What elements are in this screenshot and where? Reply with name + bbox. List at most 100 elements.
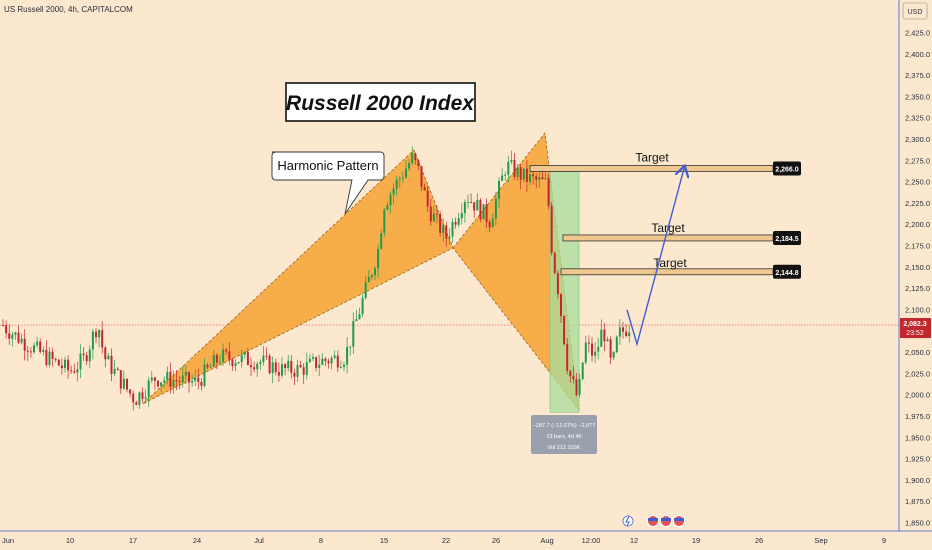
- candle-body: [308, 358, 311, 363]
- target-bar[interactable]: [562, 234, 774, 242]
- candle-body: [467, 201, 469, 203]
- candle-body: [501, 175, 504, 181]
- candle-body: [240, 354, 243, 363]
- candle-body: [485, 204, 488, 222]
- candle-body: [113, 368, 116, 374]
- candle-body: [169, 371, 172, 387]
- candle-body: [287, 360, 290, 369]
- candle-body: [181, 375, 184, 383]
- candle-body: [383, 209, 386, 234]
- candle-body: [29, 351, 32, 353]
- candle-body: [615, 336, 618, 353]
- candle-body: [426, 190, 429, 207]
- candle-body: [343, 364, 345, 367]
- candle-body: [572, 376, 575, 380]
- candle-body: [516, 167, 519, 177]
- candle-body: [60, 365, 63, 369]
- event-icons[interactable]: [622, 515, 685, 527]
- candle-body: [184, 372, 187, 376]
- candle-body: [556, 273, 559, 295]
- candle-body: [98, 330, 101, 338]
- x-tick-label: 12: [630, 536, 638, 545]
- candle-body: [70, 370, 73, 372]
- candle-body: [76, 369, 79, 373]
- target-value: 2,144.8: [775, 270, 798, 277]
- measure-box[interactable]: [549, 166, 580, 413]
- lightning-event-icon[interactable]: [622, 515, 634, 527]
- candle-body: [476, 200, 479, 211]
- candle-body: [429, 206, 432, 222]
- title-box[interactable]: [285, 82, 476, 122]
- candle-body: [566, 344, 569, 371]
- x-tick-label: Jul: [254, 536, 264, 545]
- candle-body: [51, 351, 54, 359]
- y-tick-label: 2,000.0: [905, 391, 930, 400]
- candle-body: [290, 360, 293, 373]
- candle-body: [535, 176, 538, 180]
- currency-button[interactable]: [902, 2, 928, 20]
- target-value: 2,266.0: [775, 166, 798, 173]
- x-tick-label: 8: [319, 536, 323, 545]
- candle-body: [277, 372, 280, 376]
- candle-body: [212, 355, 215, 367]
- candle-body: [451, 221, 454, 237]
- candle-body: [519, 167, 522, 180]
- y-tick-label: 2,300.0: [905, 135, 930, 144]
- candle-body: [367, 277, 370, 283]
- lightning-icon: [625, 515, 630, 527]
- candle-body: [281, 364, 283, 376]
- candle-body: [330, 357, 333, 364]
- candle-body: [333, 355, 336, 358]
- candle-body: [364, 282, 367, 299]
- candle-body: [625, 331, 628, 337]
- candle-body: [417, 160, 420, 167]
- candle-body: [219, 361, 221, 363]
- candle-body: [448, 236, 451, 239]
- candle-body: [370, 275, 373, 278]
- candle-body: [243, 352, 246, 355]
- candle-body: [116, 368, 119, 371]
- candle-body: [569, 370, 572, 377]
- candle-body: [188, 372, 190, 383]
- y-tick-label: 2,125.0: [905, 284, 930, 293]
- us-flag-stripe-icon: [674, 518, 684, 521]
- x-tick-label: 22: [442, 536, 450, 545]
- y-tick-label: 2,375.0: [905, 71, 930, 80]
- candle-body: [628, 332, 631, 337]
- candle-body: [64, 359, 66, 369]
- projection-arrow[interactable]: [626, 168, 684, 347]
- callout-box[interactable]: [271, 151, 385, 215]
- candle-body: [194, 377, 197, 381]
- candle-body: [175, 380, 178, 382]
- candle-body: [160, 382, 163, 387]
- candle-body: [408, 163, 411, 169]
- x-axis-ticks: Jun 10 17 24 Jul 8 15 22 26 Aug 12:00 12 19 26 Sep 9: [2, 536, 886, 545]
- candle-body: [560, 294, 562, 316]
- y-tick-label: 1,850.0: [905, 519, 930, 528]
- symbol-label: US Russell 2000, 4h, CAPITALCOM: [4, 5, 133, 14]
- candle-body: [525, 168, 528, 182]
- target-bar[interactable]: [529, 165, 774, 172]
- candle-body: [138, 392, 141, 405]
- candle-body: [132, 393, 135, 403]
- candle-body: [612, 352, 615, 358]
- candle-body: [538, 177, 541, 180]
- candle-body: [473, 202, 476, 211]
- candle-body: [563, 315, 566, 345]
- price-axis[interactable]: [899, 0, 932, 550]
- candle-body: [234, 363, 237, 366]
- candle-body: [110, 355, 113, 374]
- target-label: Target: [653, 256, 687, 270]
- candle-body: [126, 378, 128, 390]
- pattern-xab-triangle[interactable]: [142, 149, 454, 405]
- candle-body: [293, 372, 296, 377]
- candle-body: [259, 361, 262, 364]
- candle-body: [17, 332, 20, 343]
- y-tick-label: 2,100.0: [905, 305, 930, 314]
- candle-body: [82, 353, 85, 356]
- x-tick-label: 12:00: [582, 536, 601, 545]
- candle-body: [203, 364, 206, 386]
- candle-body: [135, 402, 138, 405]
